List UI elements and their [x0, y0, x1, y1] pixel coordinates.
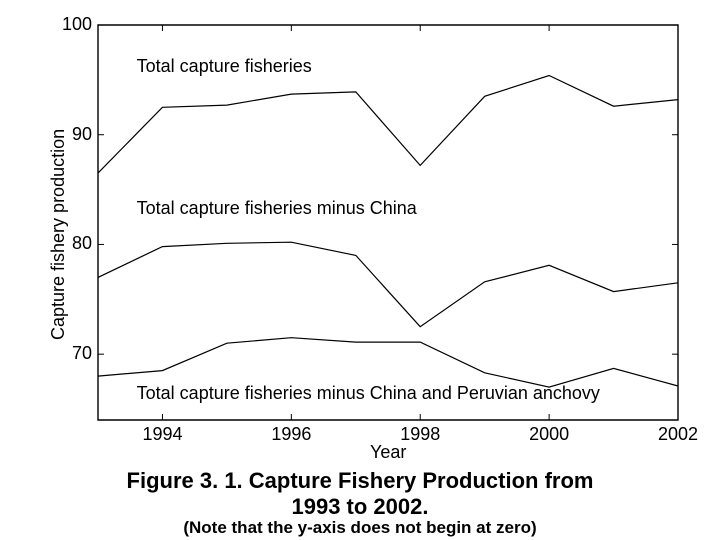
y-tick-label: 70: [72, 343, 92, 364]
x-axis-label: Year: [370, 442, 406, 463]
figure-container: Capture fishery production Year Figure 3…: [0, 0, 720, 540]
series-label-2: Total capture fisheries minus China and …: [137, 383, 600, 404]
x-tick-label: 2000: [529, 424, 569, 445]
chart-svg: [0, 0, 720, 540]
series-line-2: [98, 338, 678, 387]
figure-caption-line1: Figure 3. 1. Capture Fishery Production …: [0, 468, 720, 494]
series-line-1: [98, 242, 678, 327]
y-tick-label: 100: [62, 14, 92, 35]
figure-caption-line2: 1993 to 2002.: [0, 494, 720, 520]
x-tick-label: 1998: [400, 424, 440, 445]
y-tick-label: 90: [72, 124, 92, 145]
y-axis-label: Capture fishery production: [48, 129, 69, 340]
x-tick-label: 1996: [271, 424, 311, 445]
figure-caption-note: (Note that the y-axis does not begin at …: [0, 518, 720, 538]
series-line-0: [98, 76, 678, 174]
y-tick-label: 80: [72, 233, 92, 254]
x-tick-label: 1994: [142, 424, 182, 445]
series-label-1: Total capture fisheries minus China: [137, 198, 417, 219]
x-tick-label: 2002: [658, 424, 698, 445]
series-label-0: Total capture fisheries: [137, 56, 312, 77]
